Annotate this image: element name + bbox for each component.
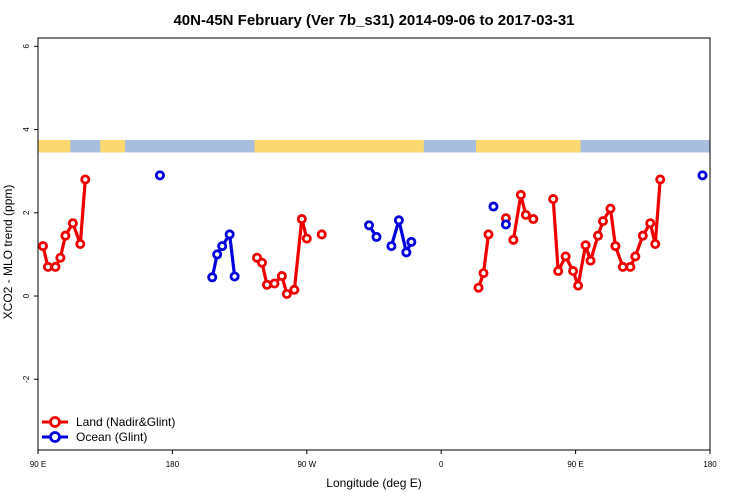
y-tick-label: 0 <box>22 293 31 298</box>
data-point <box>605 203 616 214</box>
data-point <box>630 251 641 262</box>
data-point <box>548 194 559 205</box>
data-point <box>50 261 61 272</box>
data-point <box>488 201 499 212</box>
data-point <box>55 252 66 263</box>
y-axis-label: XCO2 - MLO trend (ppm) <box>1 185 15 320</box>
data-point <box>553 266 564 277</box>
data-point <box>697 170 708 181</box>
data-point <box>478 268 489 279</box>
data-point <box>500 219 511 230</box>
data-point <box>80 174 91 185</box>
data-point <box>585 255 596 266</box>
chart-title: 40N-45N February (Ver 7b_s31) 2014-09-06… <box>173 12 574 29</box>
y-tick-label: 2 <box>22 210 31 215</box>
data-point <box>281 288 292 299</box>
data-point <box>276 271 287 282</box>
data-point <box>655 174 666 185</box>
series-line <box>41 179 87 269</box>
data-point <box>650 238 661 249</box>
legend-marker <box>49 431 61 443</box>
data-point <box>406 236 417 247</box>
data-point <box>296 214 307 225</box>
x-tick-label: 0 <box>439 460 444 469</box>
x-tick-label: 90 E <box>30 460 46 469</box>
legend-label: Land (Nadir&Glint) <box>76 415 175 429</box>
data-point <box>610 241 621 252</box>
data-point <box>316 229 327 240</box>
data-point <box>637 230 648 241</box>
data-point <box>256 257 267 268</box>
data-point <box>60 230 71 241</box>
data-point <box>261 279 272 290</box>
land-strip-segment <box>100 139 126 153</box>
legend: Land (Nadir&Glint)Ocean (Glint) <box>42 415 175 444</box>
y-tick-label: -2 <box>22 375 31 383</box>
legend-label: Ocean (Glint) <box>76 430 147 444</box>
x-tick-label: 90 E <box>567 460 583 469</box>
data-point <box>528 214 539 225</box>
data-point <box>568 266 579 277</box>
y-tick-label: 6 <box>22 44 31 49</box>
data-point <box>393 215 404 226</box>
legend-marker <box>49 416 61 428</box>
data-point <box>508 234 519 245</box>
data-point <box>473 282 484 293</box>
data-point <box>217 241 228 252</box>
data-point <box>224 229 235 240</box>
data-point <box>580 240 591 251</box>
data-point <box>645 218 656 229</box>
data-point <box>154 170 165 181</box>
data-point <box>371 231 382 242</box>
data-point <box>289 284 300 295</box>
data-point <box>520 209 531 220</box>
data-point <box>301 233 312 244</box>
data-point <box>597 216 608 227</box>
data-point <box>401 247 412 258</box>
data-point <box>75 238 86 249</box>
x-tick-label: 180 <box>703 460 717 469</box>
y-tick-label: 4 <box>22 127 31 132</box>
data-point <box>573 280 584 291</box>
data-point <box>593 230 604 241</box>
plot-border <box>37 37 711 451</box>
data-point <box>207 272 218 283</box>
data-point <box>269 278 280 289</box>
x-axis-label: Longitude (deg E) <box>326 476 421 490</box>
data-point <box>67 218 78 229</box>
data-point <box>37 241 48 252</box>
x-tick-label: 90 W <box>297 460 316 469</box>
data-point <box>625 261 636 272</box>
data-point <box>515 189 526 200</box>
plot-area: 90 E 180 90 W 0 90 E 180 -2 0 2 4 6 <box>22 37 717 469</box>
data-point <box>229 271 240 282</box>
series-line <box>477 234 491 289</box>
land-strip-segment <box>38 139 71 153</box>
series-line <box>389 218 413 254</box>
data-point <box>364 220 375 231</box>
data-point <box>386 241 397 252</box>
data-point <box>560 251 571 262</box>
land-strip-segment <box>476 139 581 153</box>
x-tick-label: 180 <box>166 460 180 469</box>
data-point <box>212 249 223 260</box>
data-point <box>483 229 494 240</box>
land-strip-segment <box>254 139 424 153</box>
